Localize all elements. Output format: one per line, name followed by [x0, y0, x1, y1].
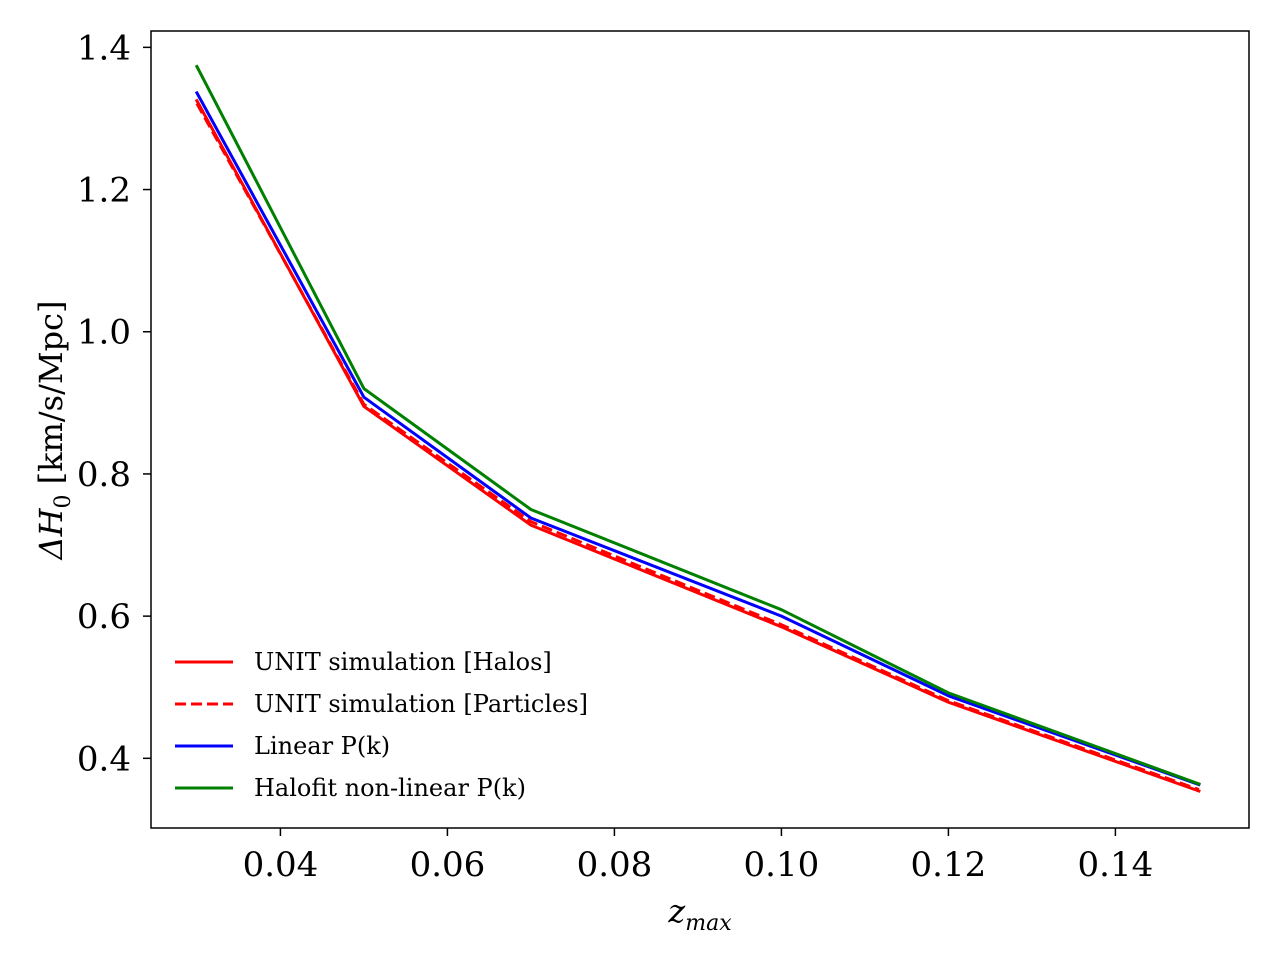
- legend-label-1: UNIT simulation [Particles]: [254, 690, 588, 718]
- x-tick-label: 0.08: [577, 845, 653, 885]
- y-tick-label: 0.6: [77, 597, 131, 637]
- series-line-2: [194, 90, 1201, 787]
- x-axis-ticks: 0.04 0.06 0.08 0.10 0.12 0.14: [243, 828, 1154, 885]
- y-tick-label: 0.4: [77, 739, 131, 779]
- legend-label-2: Linear P(k): [254, 732, 390, 760]
- x-axis-label: zmax: [667, 892, 732, 936]
- series-line-3: [194, 64, 1201, 786]
- x-tick-label: 0.06: [410, 845, 486, 885]
- legend: UNIT simulation [Halos] UNIT simulation […: [175, 648, 588, 802]
- y-tick-label: 1.2: [77, 171, 131, 211]
- plot-frame: [150, 30, 1250, 829]
- x-tick-label: 0.10: [744, 845, 820, 885]
- legend-label-0: UNIT simulation [Halos]: [254, 648, 552, 676]
- y-tick-label: 1.4: [77, 28, 131, 68]
- y-axis-label-units: [km/s/Mpc]: [32, 300, 70, 494]
- x-tick-label: 0.04: [243, 845, 319, 885]
- y-axis-label-sub: 0: [51, 495, 76, 509]
- y-axis-ticks: 0.4 0.6 0.8 1.0 1.2 1.4: [77, 28, 151, 779]
- y-tick-label: 0.8: [77, 455, 131, 495]
- x-axis-label-sub: max: [685, 911, 732, 936]
- x-axis-label-main: z: [667, 892, 686, 930]
- x-tick-label: 0.12: [911, 845, 987, 885]
- legend-label-3: Halofit non-linear P(k): [254, 774, 526, 802]
- y-axis-label: ΔH0 [km/s/Mpc]: [32, 300, 76, 561]
- y-tick-label: 1.0: [77, 313, 131, 353]
- series-lines: [194, 64, 1201, 793]
- x-tick-label: 0.14: [1078, 845, 1154, 885]
- series-line-1: [195, 102, 1200, 792]
- y-axis-label-prefix: ΔH: [32, 507, 70, 561]
- series-line-0: [194, 98, 1201, 793]
